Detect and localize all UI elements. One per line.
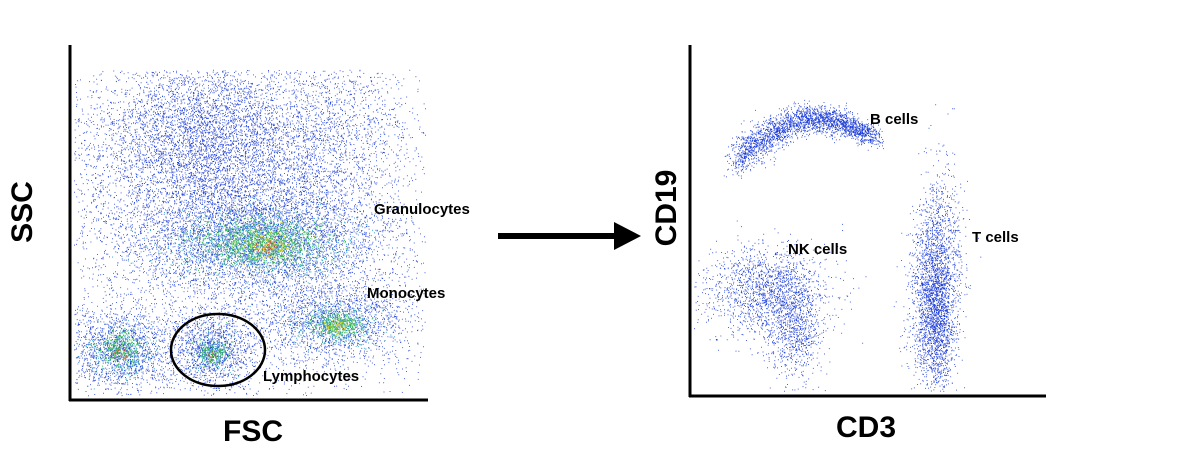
- population-label: Lymphocytes: [263, 368, 359, 385]
- dot-cloud: [74, 69, 982, 397]
- scatter-dots: [74, 69, 982, 397]
- population-label: T cells: [972, 229, 1019, 246]
- population-label: NK cells: [788, 241, 847, 258]
- lymphocyte-gate: [169, 312, 267, 388]
- dot-cloud: [232, 221, 350, 337]
- x-axis-label: CD3: [836, 411, 896, 444]
- arrow-head: [614, 222, 641, 250]
- dot-cloud: [107, 236, 282, 362]
- dot-cloud: [89, 202, 376, 380]
- population-label: Granulocytes: [374, 201, 470, 218]
- dot-cloud: [74, 179, 403, 391]
- y-axis-label: SSC: [6, 181, 39, 243]
- population-label: Monocytes: [367, 285, 445, 302]
- x-axis-label: FSC: [223, 415, 283, 448]
- population-label: B cells: [870, 111, 918, 128]
- y-axis-label: CD19: [650, 170, 683, 247]
